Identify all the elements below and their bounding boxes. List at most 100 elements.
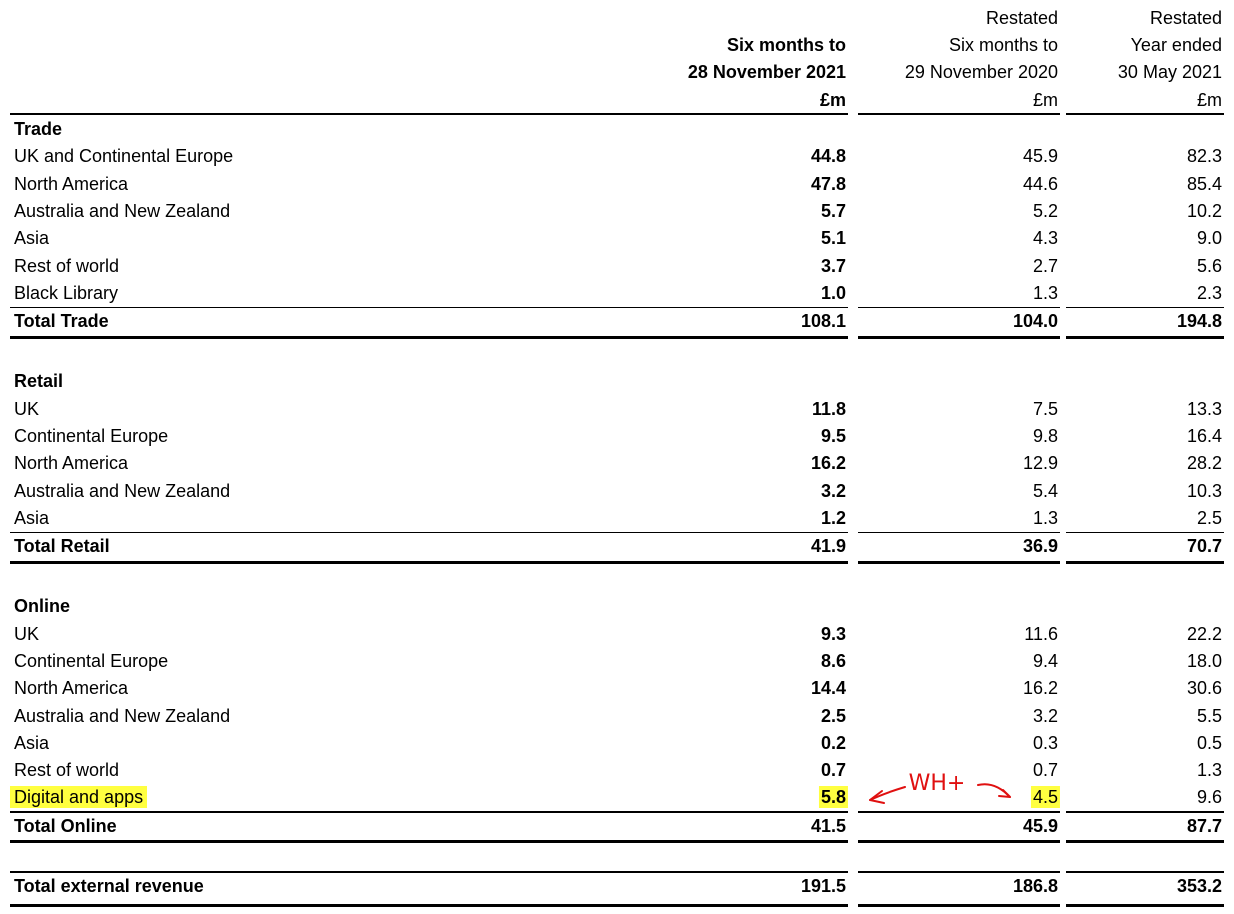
row-label: Rest of world <box>14 760 120 781</box>
cell-value: 10.2 <box>1186 200 1222 221</box>
cell-value: 4.5 <box>1030 786 1060 809</box>
cell-value: 87.7 <box>1186 815 1222 836</box>
cell-value: 191.5 <box>800 876 846 896</box>
cell-value: 9.6 <box>1196 787 1222 808</box>
row-label: North America <box>14 678 129 699</box>
total-double-rule <box>10 560 848 564</box>
row-label: Australia and New Zealand <box>14 200 231 221</box>
cell-value: 12.9 <box>1022 453 1058 474</box>
total-double-rule <box>10 903 848 907</box>
section-title: Trade <box>14 119 63 139</box>
total-label: Total Online <box>14 815 117 836</box>
cell-value: 9.4 <box>1032 650 1058 671</box>
header-rule <box>858 113 1060 115</box>
column-header: Year ended <box>1130 35 1222 55</box>
cell-value: 7.5 <box>1032 398 1058 419</box>
row-label: Asia <box>14 732 50 753</box>
total-label: Total external revenue <box>14 876 204 896</box>
cell-value: 9.8 <box>1032 425 1058 446</box>
cell-value: 11.6 <box>1024 623 1058 644</box>
cell-value: 0.5 <box>1196 732 1222 753</box>
cell-value: 108.1 <box>800 311 846 332</box>
annotation-text: WH+ <box>909 771 966 796</box>
total-double-rule <box>10 840 848 844</box>
row-label: UK and Continental Europe <box>14 146 234 167</box>
row-label: North America <box>14 173 129 194</box>
cell-value: 3.2 <box>1032 705 1058 726</box>
total-rule <box>1066 811 1224 813</box>
annotation-arrows <box>869 783 1011 804</box>
cell-value: 45.9 <box>1022 815 1058 836</box>
cell-value: 194.8 <box>1176 311 1222 332</box>
cell-value: 2.7 <box>1032 255 1058 276</box>
cell-value: 2.5 <box>1196 507 1222 528</box>
cell-value: 5.2 <box>1032 200 1058 221</box>
total-label: Total Retail <box>14 536 110 557</box>
total-rule <box>858 811 1060 813</box>
total-double-rule <box>1066 560 1224 564</box>
cell-value: 5.8 <box>818 786 848 809</box>
cell-value: 186.8 <box>1012 876 1058 896</box>
total-double-rule <box>858 560 1060 564</box>
row-label: UK <box>14 398 40 419</box>
row-label: Asia <box>14 228 50 249</box>
header-rule <box>10 113 848 115</box>
cell-value: 9.5 <box>820 425 846 446</box>
total-double-rule <box>858 840 1060 844</box>
total-rule <box>858 871 1060 873</box>
cell-value: 16.2 <box>1022 678 1058 699</box>
row-label: Asia <box>14 507 50 528</box>
row-label: Continental Europe <box>14 650 169 671</box>
cell-value: 41.9 <box>810 536 846 557</box>
row-label: North America <box>14 453 129 474</box>
cell-value: 0.2 <box>820 732 846 753</box>
cell-value: 353.2 <box>1176 876 1222 896</box>
cell-value: 44.8 <box>810 146 846 167</box>
cell-value: 1.3 <box>1032 507 1058 528</box>
cell-value: 11.8 <box>811 398 846 419</box>
column-header: 30 May 2021 <box>1117 62 1222 82</box>
section-title: Online <box>14 596 71 617</box>
cell-value: 22.2 <box>1186 623 1222 644</box>
cell-value: 14.4 <box>810 678 846 699</box>
total-rule <box>10 871 848 873</box>
cell-value: 10.3 <box>1186 480 1222 501</box>
total-rule <box>858 531 1060 534</box>
column-header: Six months to <box>948 35 1058 55</box>
cell-value: 16.4 <box>1186 425 1222 446</box>
cell-value: 44.6 <box>1022 173 1058 194</box>
row-label: Continental Europe <box>14 425 169 446</box>
column-unit: £m <box>1032 90 1058 110</box>
column-header: Restated <box>1149 8 1222 28</box>
total-label: Total Trade <box>14 311 109 332</box>
column-unit: £m <box>1196 90 1222 110</box>
column-header: Restated <box>985 8 1058 28</box>
column-header: 29 November 2020 <box>904 62 1058 82</box>
cell-value: 28.2 <box>1186 453 1222 474</box>
row-label: Australia and New Zealand <box>14 480 231 501</box>
cell-value: 45.9 <box>1022 146 1058 167</box>
cell-value: 3.2 <box>820 480 846 501</box>
cell-value: 1.3 <box>1196 760 1222 781</box>
total-double-rule <box>858 335 1060 339</box>
cell-value: 0.7 <box>820 760 846 781</box>
cell-value: 82.3 <box>1186 146 1222 167</box>
total-rule <box>1066 871 1224 873</box>
section-title: Retail <box>14 371 64 392</box>
cell-value: 0.3 <box>1032 732 1058 753</box>
cell-value: 9.3 <box>820 623 846 644</box>
cell-value: 85.4 <box>1186 173 1222 194</box>
cell-value: 0.7 <box>1032 760 1058 781</box>
cell-value: 30.6 <box>1186 678 1222 699</box>
cell-value: 1.3 <box>1032 282 1058 303</box>
total-rule <box>1066 531 1224 534</box>
row-label: Rest of world <box>14 255 120 276</box>
column-header: Six months to <box>726 35 846 55</box>
cell-value: 5.6 <box>1196 255 1222 276</box>
row-label: Australia and New Zealand <box>14 705 231 726</box>
cell-value: 5.7 <box>820 200 846 221</box>
total-rule <box>1066 306 1224 309</box>
total-rule <box>858 306 1060 309</box>
cell-value: 3.7 <box>820 255 846 276</box>
cell-value: 41.5 <box>810 815 846 836</box>
